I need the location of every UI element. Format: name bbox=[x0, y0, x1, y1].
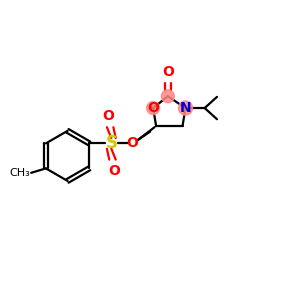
Circle shape bbox=[178, 101, 193, 115]
Text: S: S bbox=[105, 134, 117, 152]
Circle shape bbox=[161, 90, 174, 103]
Text: O: O bbox=[162, 64, 174, 79]
Text: CH₃: CH₃ bbox=[9, 168, 30, 178]
Text: O: O bbox=[127, 136, 139, 150]
Circle shape bbox=[147, 102, 160, 115]
Text: O: O bbox=[102, 109, 114, 123]
Text: N: N bbox=[180, 101, 191, 115]
Text: O: O bbox=[108, 164, 120, 178]
Text: O: O bbox=[147, 101, 159, 115]
